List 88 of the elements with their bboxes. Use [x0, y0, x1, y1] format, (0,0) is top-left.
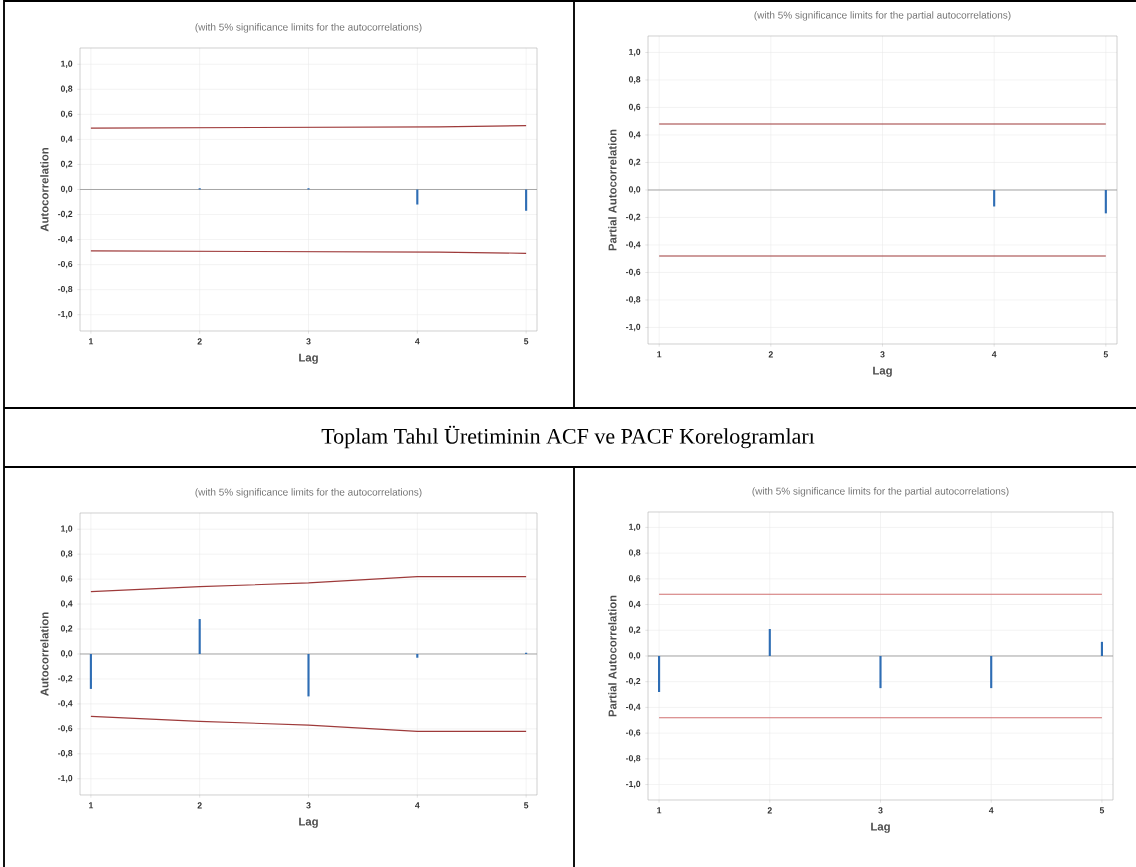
bar	[1100, 641, 1103, 656]
chart-title: (with 5% significance limits for the partial autocorrelations)	[752, 487, 1009, 497]
y-tick-label: 0,0	[60, 650, 73, 658]
y-tick-label: -0,4	[58, 700, 73, 708]
x-tick-label: 3	[306, 802, 311, 809]
x-tick-label: 3	[306, 338, 311, 345]
x-tick-label: 5	[1099, 807, 1105, 814]
y-axis-title: Autocorrelation	[40, 612, 49, 696]
y-tick-label: 0,2	[60, 160, 73, 169]
x-tick-label: 5	[523, 802, 529, 809]
y-tick-label: -1,0	[58, 311, 73, 319]
y-tick-label: 0,8	[628, 76, 641, 84]
x-tick-label: 3	[880, 351, 885, 358]
y-tick-label: -0,2	[58, 675, 73, 683]
y-tick-label: 0,8	[60, 550, 73, 558]
y-tick-label: 0,2	[628, 158, 641, 167]
x-tick-label: 4	[991, 351, 997, 358]
line-series	[90, 576, 527, 593]
y-tick-label: -0,4	[626, 703, 641, 712]
y-tick-label: -0,2	[626, 213, 641, 222]
x-tick-label: 4	[415, 338, 420, 345]
x-tick-label: 1	[657, 351, 662, 358]
x-tick-label: 2	[197, 338, 202, 345]
bar	[89, 653, 92, 689]
y-tick-label: -0,2	[626, 678, 641, 686]
y-tick-label: 0,0	[60, 185, 73, 194]
y-tick-label: -1,0	[626, 323, 641, 332]
text: Toplam Tahıl Üretiminin ACF ve PACF Korelogramları	[321, 425, 815, 449]
y-tick-label: 0,8	[628, 549, 641, 557]
y-tick-label: 0,0	[628, 652, 641, 660]
y-tick-label: -0,8	[58, 750, 73, 758]
y-tick-label: -0,6	[626, 268, 641, 277]
y-tick-label: -0,2	[58, 210, 73, 219]
y-axis-title: Partial Autocorrelation	[608, 595, 617, 717]
chart-title: (with 5% significance limits for the autocorrelations)	[195, 488, 422, 498]
y-tick-label: -0,8	[58, 285, 73, 294]
line-series	[90, 715, 527, 732]
y-tick-label: 1,0	[629, 523, 641, 532]
x-tick-label: 1	[89, 338, 94, 345]
y-tick-label: 0,2	[628, 626, 641, 634]
x-tick-label: 1	[657, 807, 662, 814]
y-tick-label: -0,6	[58, 260, 73, 269]
y-tick-label: 0,2	[60, 625, 73, 633]
chart-title: (with 5% significance limits for the autocorrelations)	[195, 23, 422, 33]
y-tick-label: 1,0	[629, 48, 641, 57]
y-tick-label: -1,0	[58, 775, 73, 783]
y-tick-label: 0,0	[628, 186, 641, 194]
x-tick-label: 4	[988, 807, 994, 814]
y-tick-label: -0,8	[626, 296, 641, 304]
bar	[990, 655, 993, 689]
y-tick-label: 0,6	[60, 110, 73, 119]
y-tick-label: 0,4	[60, 135, 73, 144]
x-tick-label: 3	[878, 807, 883, 814]
x-axis-title: Lag	[871, 822, 890, 833]
y-tick-label: 0,6	[60, 575, 73, 583]
y-tick-label: -0,4	[58, 235, 73, 244]
y-tick-label: -0,8	[626, 755, 641, 763]
x-tick-label: 1	[89, 802, 94, 809]
x-axis-title: Lag	[299, 353, 318, 364]
x-tick-label: 2	[768, 351, 773, 358]
y-tick-label: 0,4	[628, 600, 641, 609]
x-tick-label: 2	[197, 802, 202, 809]
x-tick-label: 5	[1103, 351, 1108, 358]
x-axis-title: Lag	[299, 817, 318, 828]
x-tick-label: 5	[523, 338, 529, 345]
y-tick-label: 0,4	[60, 600, 73, 608]
chart-title: (with 5% significance limits for the partial autocorrelations)	[754, 11, 1011, 21]
bar	[879, 655, 882, 689]
y-tick-label: -0,6	[626, 729, 641, 737]
y-tick-label: -0,6	[58, 725, 73, 733]
x-tick-label: 2	[767, 807, 772, 814]
y-tick-label: 0,8	[60, 85, 73, 93]
bar	[198, 619, 201, 654]
bar	[416, 653, 419, 658]
bar	[307, 653, 310, 697]
y-tick-label: -0,4	[626, 241, 641, 249]
y-tick-label: -1,0	[626, 780, 641, 789]
y-tick-label: 0,4	[628, 131, 641, 139]
x-axis-title: Lag	[873, 366, 892, 377]
y-axis-title: Autocorrelation	[40, 148, 49, 232]
bar	[658, 655, 661, 692]
y-axis-title: Partial Autocorrelation	[608, 129, 617, 251]
y-tick-label: 1,0	[61, 60, 73, 68]
x-tick-label: 4	[415, 802, 420, 809]
y-tick-label: 1,0	[61, 525, 73, 533]
y-tick-label: 0,6	[628, 103, 641, 112]
y-tick-label: 0,6	[628, 575, 641, 583]
bar	[768, 628, 771, 656]
